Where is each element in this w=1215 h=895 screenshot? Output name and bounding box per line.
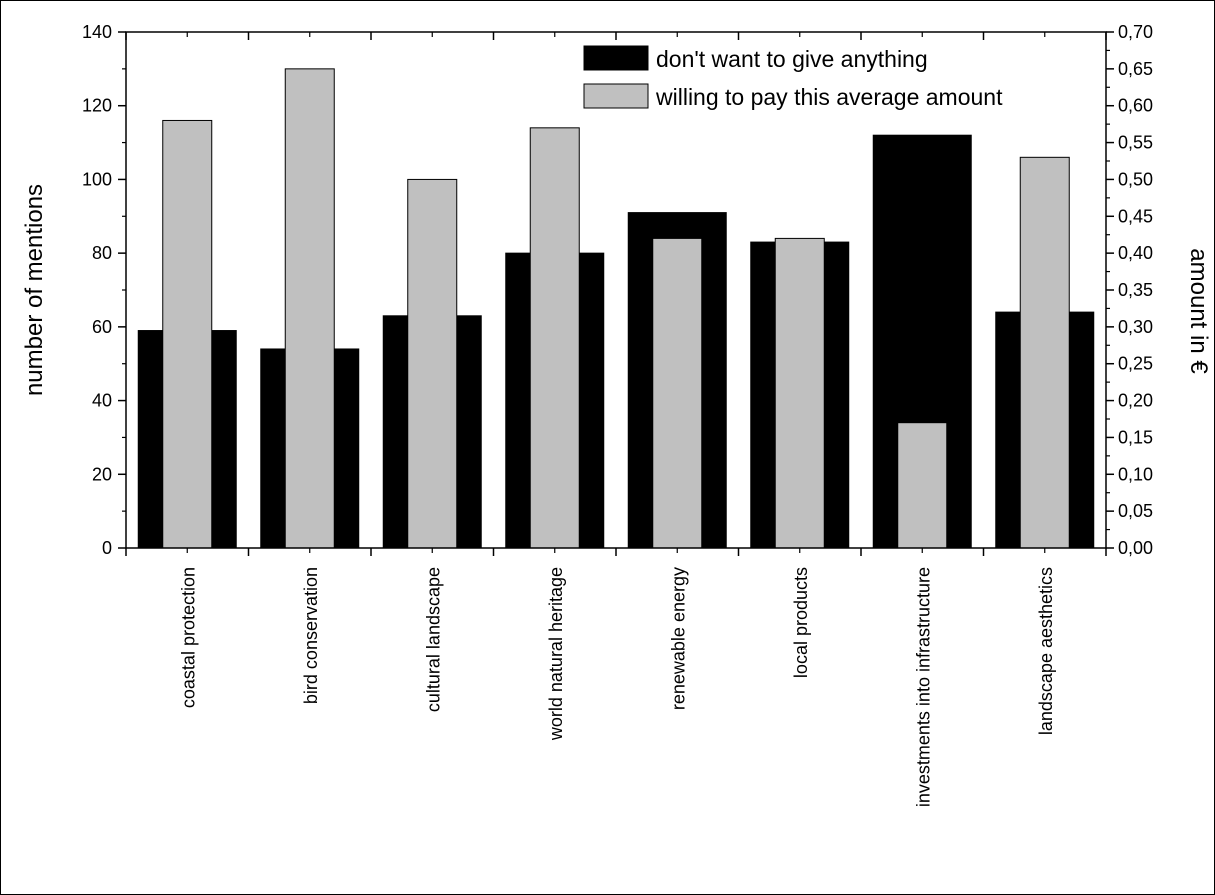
y2-tick-label: 0,25 xyxy=(1118,354,1153,374)
series-dont-want-bars xyxy=(137,134,1095,549)
legend-swatch-willing-to-pay xyxy=(583,83,649,109)
bar-willing-to-pay xyxy=(897,422,948,549)
category-label: investments into infrastructure xyxy=(913,567,933,807)
bar-willing-to-pay xyxy=(162,119,213,549)
bar-willing-to-pay xyxy=(407,178,458,549)
category-label: coastal protection xyxy=(178,567,198,708)
y2-tick-label: 0,70 xyxy=(1118,22,1153,42)
y2-tick-label: 0,50 xyxy=(1118,169,1153,189)
y-tick-label: 20 xyxy=(92,464,112,484)
bar-willing-to-pay xyxy=(652,237,703,549)
bar-willing-to-pay xyxy=(284,68,335,549)
y-tick-label: 60 xyxy=(92,317,112,337)
category-label: landscape aesthetics xyxy=(1036,567,1056,735)
y2-tick-label: 0,15 xyxy=(1118,427,1153,447)
y-tick-label: 0 xyxy=(102,538,112,558)
y2-axis-title: amount in € xyxy=(1185,248,1212,374)
bar-willing-to-pay xyxy=(1019,156,1070,549)
category-label: bird conservation xyxy=(301,567,321,704)
category-label: renewable energy xyxy=(668,567,688,710)
category-label: cultural landscape xyxy=(423,567,443,712)
y-tick-label: 140 xyxy=(82,22,112,42)
y-tick-label: 40 xyxy=(92,391,112,411)
y2-tick-label: 0,05 xyxy=(1118,501,1153,521)
y2-tick-label: 0,35 xyxy=(1118,280,1153,300)
y2-tick-label: 0,40 xyxy=(1118,243,1153,263)
y2-tick-label: 0,10 xyxy=(1118,464,1153,484)
y2-tick-label: 0,65 xyxy=(1118,59,1153,79)
right-axis-ticks: 0,00 0,05 0,10 0,15 0,20 0,25 0,30 0,35 0,40 0,45… xyxy=(1106,22,1153,558)
legend: don't want to give anything willing to p… xyxy=(583,45,1003,110)
category-label: local products xyxy=(791,567,811,678)
category-label: world natural heritage xyxy=(546,567,566,741)
y-tick-label: 120 xyxy=(82,96,112,116)
legend-swatch-dont-want xyxy=(583,45,649,71)
legend-label-willing-to-pay: willing to pay this average amount xyxy=(655,84,1003,110)
bar-willing-to-pay xyxy=(774,237,825,549)
y2-tick-label: 0,30 xyxy=(1118,317,1153,337)
y2-tick-label: 0,20 xyxy=(1118,391,1153,411)
category-labels: coastal protection bird conservation cultu… xyxy=(178,567,1056,807)
y2-tick-label: 0,55 xyxy=(1118,133,1153,153)
y2-tick-label: 0,00 xyxy=(1118,538,1153,558)
y-axis-title: number of mentions xyxy=(21,184,48,396)
y-tick-label: 80 xyxy=(92,243,112,263)
legend-label-dont-want: don't want to give anything xyxy=(656,46,928,72)
y2-tick-label: 0,45 xyxy=(1118,206,1153,226)
bar-willing-to-pay xyxy=(529,127,580,549)
x-axis-ticks xyxy=(125,32,1107,556)
y-tick-label: 100 xyxy=(82,169,112,189)
y2-tick-label: 0,60 xyxy=(1118,96,1153,116)
left-axis-ticks: 0 20 40 60 80 100 120 140 xyxy=(82,22,126,558)
